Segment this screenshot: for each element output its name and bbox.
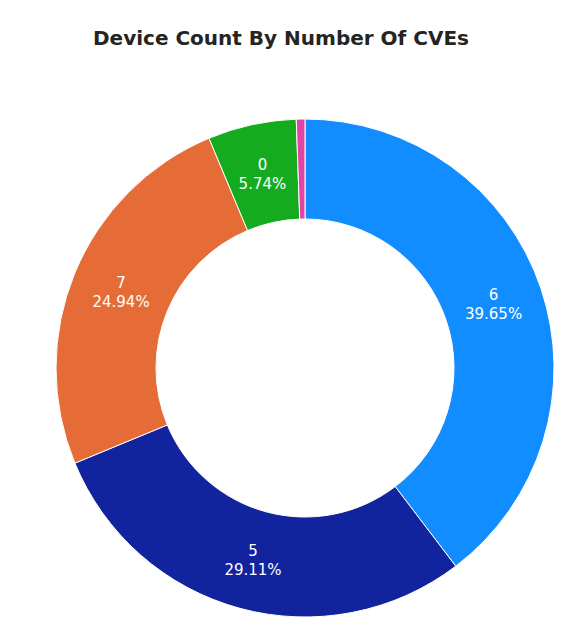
svg-text:05.74%: 05.74%	[239, 156, 287, 193]
svg-text:639.65%: 639.65%	[465, 286, 522, 323]
svg-text:529.11%: 529.11%	[224, 542, 281, 579]
html-text:Device Count By Number Of CVEs: Device Count By Number Of CVEs	[93, 26, 469, 50]
svg-text:724.94%: 724.94%	[92, 274, 149, 311]
